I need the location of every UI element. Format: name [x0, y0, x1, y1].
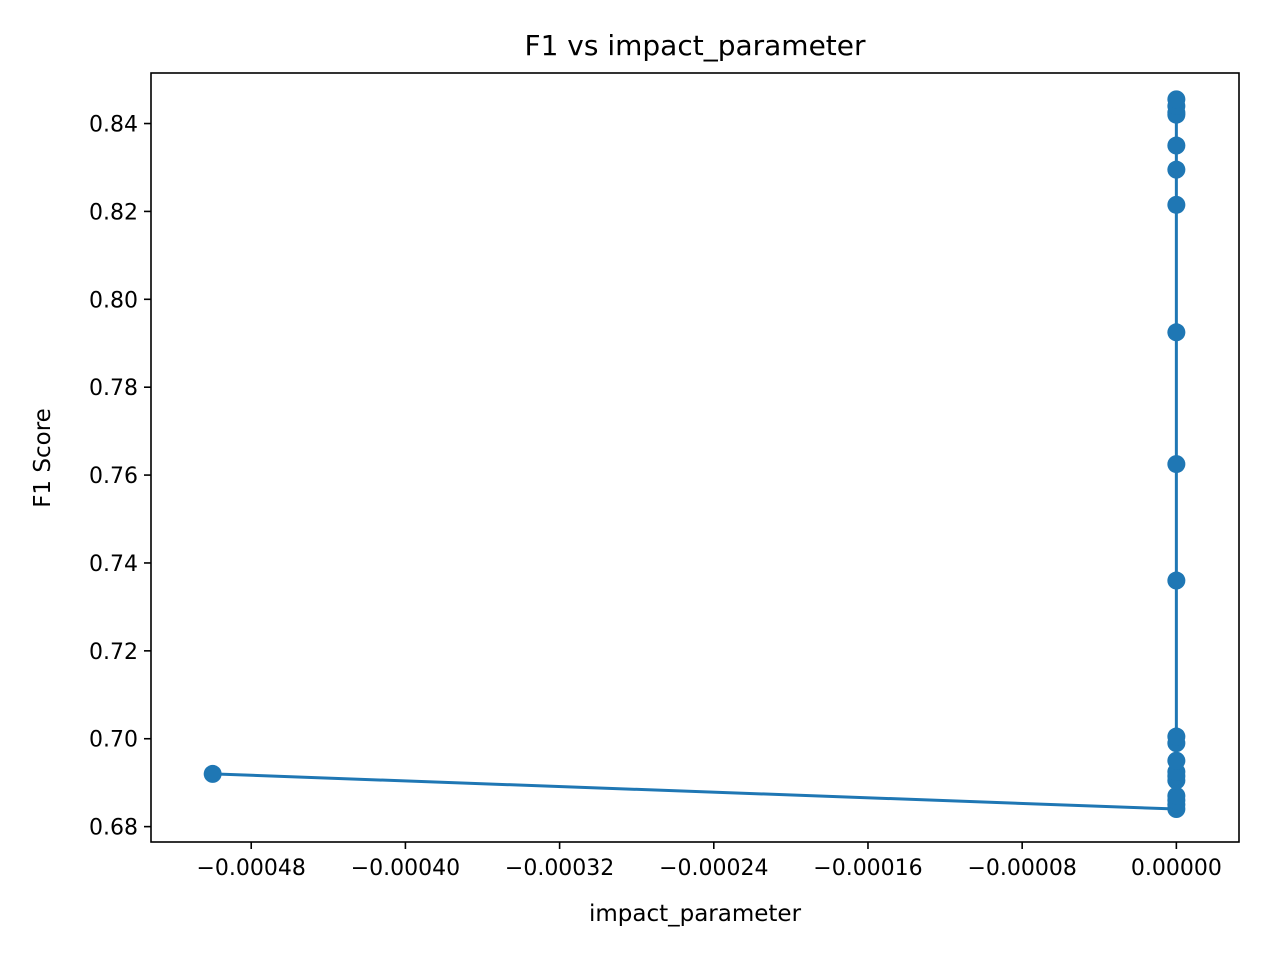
axes-frame	[150, 72, 1240, 843]
y-axis-label: F1 Score	[30, 408, 56, 508]
data-point	[1167, 195, 1186, 214]
x-tick-label: −0.00016	[813, 856, 922, 881]
y-tick-label: 0.80	[89, 288, 138, 313]
data-point	[1167, 455, 1186, 474]
y-tick-label: 0.76	[89, 464, 138, 489]
x-axis-ticks: −0.00048 −0.00040 −0.00032 −0.00024 −0.00016…	[197, 842, 1222, 881]
x-tick-label: −0.00024	[659, 856, 768, 881]
series-layer	[203, 90, 1186, 819]
y-axis-ticks: 0.68 0.70 0.72 0.74 0.76 0.78 0.80 0.82 0.84	[89, 113, 151, 841]
data-point	[1167, 727, 1186, 746]
data-point	[1167, 136, 1186, 155]
data-point	[1167, 751, 1186, 770]
y-tick-label: 0.70	[89, 728, 138, 753]
data-point	[1167, 323, 1186, 342]
x-tick-label: −0.00008	[967, 856, 1076, 881]
y-tick-label: 0.84	[89, 113, 138, 138]
data-point	[1167, 90, 1186, 109]
data-point	[203, 764, 222, 783]
data-point	[1167, 571, 1186, 590]
data-point	[1167, 786, 1186, 805]
x-tick-label: −0.00032	[505, 856, 614, 881]
x-axis-label: impact_parameter	[589, 901, 802, 927]
y-tick-label: 0.72	[89, 640, 138, 665]
y-tick-label: 0.68	[89, 816, 138, 841]
x-tick-label: 0.00000	[1131, 856, 1222, 881]
x-tick-label: −0.00040	[351, 856, 460, 881]
data-point	[1167, 160, 1186, 179]
y-tick-label: 0.74	[89, 552, 138, 577]
chart-title: F1 vs impact_parameter	[524, 29, 866, 62]
y-tick-label: 0.78	[89, 376, 138, 401]
x-tick-label: −0.00048	[197, 856, 306, 881]
y-tick-label: 0.82	[89, 200, 138, 225]
